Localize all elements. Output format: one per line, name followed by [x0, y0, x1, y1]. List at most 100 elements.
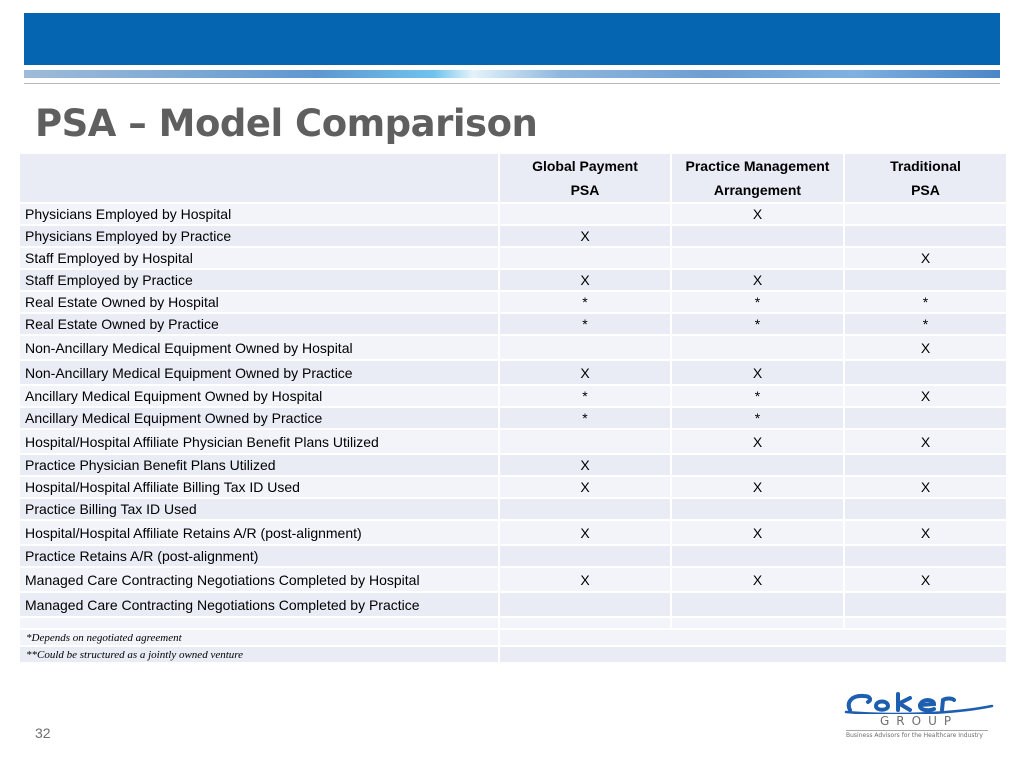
table-row: Staff Employed by Practice X X	[18, 268, 1008, 292]
cell-practice-management: X	[670, 268, 845, 292]
cell-practice-management	[670, 544, 845, 568]
comparison-table: Global Payment PSA Practice Management A…	[18, 152, 1008, 664]
row-label: Practice Retains A/R (post-alignment)	[18, 544, 500, 568]
cell-global-payment: X	[498, 519, 672, 546]
cell-practice-management: X	[670, 475, 845, 499]
header-stripe	[24, 70, 1000, 78]
table-row: Practice Physician Benefit Plans Utilize…	[18, 453, 1008, 477]
table-row: Practice Billing Tax ID Used	[18, 497, 1008, 521]
table-row: Managed Care Contracting Negotiations Co…	[18, 566, 1008, 593]
row-label: Managed Care Contracting Negotiations Co…	[18, 591, 500, 618]
cell-global-payment	[498, 334, 672, 361]
cell-practice-management: X	[670, 359, 845, 386]
cell-global-payment: X	[498, 475, 672, 499]
row-label: Staff Employed by Practice	[18, 268, 500, 292]
cell-practice-management: X	[670, 202, 845, 226]
column-header-line: Practice Management	[685, 158, 830, 174]
table-row: Practice Retains A/R (post-alignment)	[18, 544, 1008, 568]
table-row-spacer	[18, 616, 1008, 630]
column-header-traditional-psa: Traditional PSA	[843, 152, 1008, 204]
table-row: Managed Care Contracting Negotiations Co…	[18, 591, 1008, 618]
row-label: Non-Ancillary Medical Equipment Owned by…	[18, 359, 500, 386]
cell-traditional: *	[843, 290, 1008, 314]
cell-global-payment: *	[498, 384, 672, 408]
table-row: Real Estate Owned by Hospital * * *	[18, 290, 1008, 314]
brand-logo: GROUP Business Advisors for the Healthca…	[842, 690, 994, 744]
cell-traditional: X	[843, 334, 1008, 361]
column-header-line: PSA	[570, 182, 600, 198]
cell-traditional	[843, 202, 1008, 226]
cell-global-payment: X	[498, 224, 672, 248]
cell-global-payment	[498, 616, 672, 630]
cell-practice-management: *	[670, 406, 845, 430]
page-title: PSA – Model Comparison	[35, 102, 538, 145]
footnote-row: *Depends on negotiated agreement	[18, 628, 1008, 647]
cell-traditional: X	[843, 384, 1008, 408]
cell-traditional: X	[843, 475, 1008, 499]
row-label: Hospital/Hospital Affiliate Billing Tax …	[18, 475, 500, 499]
cell-traditional: *	[843, 312, 1008, 336]
cell-global-payment: X	[498, 359, 672, 386]
row-label: Physicians Employed by Hospital	[18, 202, 500, 226]
column-header-line: Arrangement	[713, 182, 802, 198]
cell-practice-management	[670, 591, 845, 618]
cell-traditional: X	[843, 519, 1008, 546]
table-row: Ancillary Medical Equipment Owned by Hos…	[18, 384, 1008, 408]
table-row: Hospital/Hospital Affiliate Retains A/R …	[18, 519, 1008, 546]
table-header-row: Global Payment PSA Practice Management A…	[18, 152, 1008, 204]
table-row: Ancillary Medical Equipment Owned by Pra…	[18, 406, 1008, 430]
cell-global-payment: X	[498, 453, 672, 477]
header-divider	[24, 83, 1000, 84]
row-label	[18, 616, 500, 630]
cell-global-payment: X	[498, 566, 672, 593]
table-row: Non-Ancillary Medical Equipment Owned by…	[18, 359, 1008, 386]
footnote-row: **Could be structured as a jointly owned…	[18, 645, 1008, 664]
row-label: Hospital/Hospital Affiliate Physician Be…	[18, 428, 500, 455]
table-row: Staff Employed by Hospital X	[18, 246, 1008, 270]
table-row: Real Estate Owned by Practice * * *	[18, 312, 1008, 336]
cell-traditional	[843, 591, 1008, 618]
cell-practice-management	[670, 224, 845, 248]
cell-practice-management: *	[670, 384, 845, 408]
cell-traditional	[843, 406, 1008, 430]
cell-practice-management	[670, 334, 845, 361]
cell-traditional: X	[843, 246, 1008, 270]
logo-divider	[846, 730, 988, 731]
cell-global-payment	[498, 428, 672, 455]
logo-group-text: GROUP	[880, 714, 959, 728]
table-row: Hospital/Hospital Affiliate Billing Tax …	[18, 475, 1008, 499]
row-label: Real Estate Owned by Hospital	[18, 290, 500, 314]
cell-traditional: X	[843, 428, 1008, 455]
page-number: 32	[35, 725, 51, 741]
column-header-global-payment-psa: Global Payment PSA	[498, 152, 672, 204]
cell-global-payment	[498, 544, 672, 568]
cell-practice-management: X	[670, 428, 845, 455]
cell-practice-management	[670, 453, 845, 477]
cell-practice-management	[670, 246, 845, 270]
cell-practice-management	[670, 497, 845, 521]
cell-global-payment	[498, 591, 672, 618]
column-header-practice-management: Practice Management Arrangement	[670, 152, 845, 204]
row-label: Managed Care Contracting Negotiations Co…	[18, 566, 500, 593]
cell-practice-management: X	[670, 566, 845, 593]
table-row: Physicians Employed by Hospital X	[18, 202, 1008, 226]
row-label: Physicians Employed by Practice	[18, 224, 500, 248]
row-label: Ancillary Medical Equipment Owned by Pra…	[18, 406, 500, 430]
cell-traditional	[843, 544, 1008, 568]
cell-traditional	[843, 224, 1008, 248]
row-label: Staff Employed by Hospital	[18, 246, 500, 270]
column-header-line: PSA	[911, 182, 940, 198]
table-row: Hospital/Hospital Affiliate Physician Be…	[18, 428, 1008, 455]
row-label: Hospital/Hospital Affiliate Retains A/R …	[18, 519, 500, 546]
cell-traditional	[843, 616, 1008, 630]
cell-traditional	[843, 268, 1008, 292]
cell-global-payment: X	[498, 268, 672, 292]
header-band	[24, 13, 1000, 65]
column-header-line: Global Payment	[532, 158, 638, 174]
column-header-line: Traditional	[890, 158, 961, 174]
row-label: Practice Billing Tax ID Used	[18, 497, 500, 521]
cell-practice-management: *	[670, 290, 845, 314]
table-row: Non-Ancillary Medical Equipment Owned by…	[18, 334, 1008, 361]
cell-global-payment	[498, 497, 672, 521]
logo-wordmark-graphic	[844, 692, 994, 714]
